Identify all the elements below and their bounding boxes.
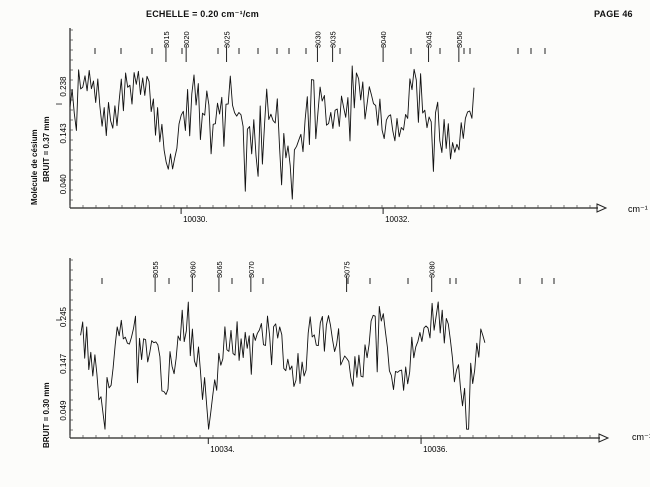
line-number-label: 3020 <box>182 31 191 48</box>
y-tick-label: 0.040 <box>59 174 68 195</box>
y-tick-label: 0.238 <box>59 76 68 97</box>
line-number-label: 3080 <box>428 261 437 278</box>
line-number-label: 3050 <box>455 31 464 48</box>
x-axis-unit-top: cm⁻¹ <box>628 204 648 214</box>
y-tick-label: 0.049 <box>59 400 68 421</box>
x-axis-arrow <box>596 203 608 213</box>
x-tick-label: 10032. <box>385 215 409 224</box>
y-axis-label: I <box>55 103 64 105</box>
line-number-label: 3075 <box>343 261 352 278</box>
line-number-label: 3060 <box>188 261 197 278</box>
scale-label: ECHELLE = 0.20 cm⁻¹/cm <box>146 9 259 19</box>
page-number: PAGE 46 <box>594 9 633 19</box>
y-tick-label: 0.245 <box>59 306 68 327</box>
line-number-label: 3025 <box>223 31 232 48</box>
y-tick-label: 0.143 <box>59 123 68 144</box>
line-number-label: 3035 <box>329 31 338 48</box>
line-number-label: 3040 <box>379 31 388 48</box>
spectrum-trace <box>69 65 475 200</box>
line-number-label: 3045 <box>425 31 434 48</box>
line-number-label: 3070 <box>247 261 256 278</box>
line-number-label: 3065 <box>215 261 224 278</box>
x-tick-label: 10034. <box>210 445 234 454</box>
x-tick-label: 10030. <box>183 215 207 224</box>
line-number-label: 3015 <box>162 31 171 48</box>
line-number-label: 3030 <box>313 31 322 48</box>
y-tick-label: 0.147 <box>59 353 68 374</box>
line-number-label: 3055 <box>151 261 160 278</box>
x-axis-arrow <box>598 433 610 443</box>
spectrum-panel-top: 0.040 0.143 0.238 I 10030. 10032. 3015 3020 3025… <box>55 28 608 224</box>
x-tick-label: 10036. <box>423 445 447 454</box>
y-axis-label: I <box>55 319 64 321</box>
spectrum-trace <box>80 301 486 430</box>
x-axis-unit-bottom: cm⁻¹ <box>632 432 650 442</box>
